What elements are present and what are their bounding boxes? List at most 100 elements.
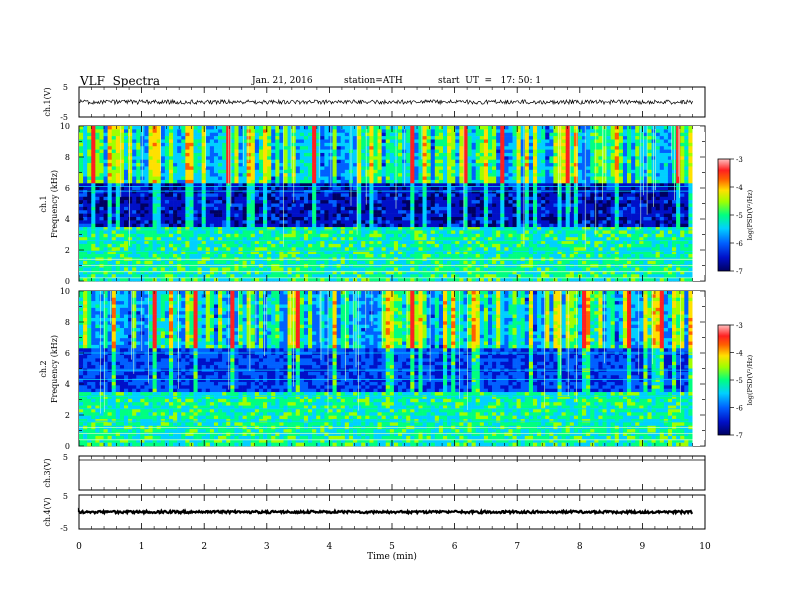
spectrogram-cell xyxy=(181,277,186,282)
spectrogram-cell xyxy=(291,230,297,235)
spectrogram-cell xyxy=(402,179,407,184)
spectrogram-cell xyxy=(258,233,264,238)
spectrogram-cell xyxy=(381,163,387,167)
spectrogram-cell xyxy=(344,227,350,231)
spectrogram-cell xyxy=(504,159,509,164)
spectrogram-cell xyxy=(344,243,350,248)
spectrogram-cell xyxy=(222,146,227,150)
spectrogram-cell xyxy=(95,166,100,171)
spectrogram-cell xyxy=(283,159,288,164)
spectrogram-cell xyxy=(434,129,440,134)
spectrogram-cell xyxy=(373,227,378,231)
spectrogram-cell xyxy=(267,213,272,218)
spectrogram-cell xyxy=(189,206,194,211)
spectrogram-cell xyxy=(148,260,153,265)
spectrogram-cell xyxy=(107,206,113,211)
spectrogram-cell xyxy=(308,220,313,225)
spectrogram-cell xyxy=(201,166,207,171)
spectrogram-cell xyxy=(504,250,509,255)
spectrogram-cell xyxy=(512,156,517,160)
spectrogram-cell xyxy=(115,139,121,144)
spectrogram-cell xyxy=(324,247,329,251)
spectrogram-cell xyxy=(226,146,231,150)
spectrogram-cell xyxy=(230,132,235,137)
spectrogram-cell xyxy=(365,237,370,241)
spectrogram-cell xyxy=(189,270,194,275)
spectrogram-cell xyxy=(320,243,325,248)
spectrogram-cell xyxy=(99,166,104,171)
spectrogram-cell xyxy=(467,250,472,255)
spectrogram-cell xyxy=(267,270,272,275)
spectrogram-cell xyxy=(455,159,460,164)
spectrogram-cell xyxy=(95,233,100,238)
spectrogram-cell xyxy=(463,220,468,225)
spectrogram-cell xyxy=(213,166,219,171)
spectrogram-cell xyxy=(95,277,100,282)
spectrogram-cell xyxy=(410,163,415,167)
spectrogram-cell xyxy=(324,270,329,275)
spectrogram-cell xyxy=(344,213,350,218)
spectrogram-cell xyxy=(234,203,239,208)
spectrogram-cell xyxy=(471,193,477,198)
spectrogram-cell xyxy=(410,274,415,278)
spectrogram-cell xyxy=(361,179,366,184)
spectrogram-cell xyxy=(218,196,223,201)
spectrogram-cell xyxy=(455,274,460,278)
spectrogram-cell xyxy=(426,227,432,231)
spectrogram-cell xyxy=(181,227,186,231)
spectrogram-cell xyxy=(267,220,272,225)
spectrogram-cell xyxy=(385,159,391,164)
spectrogram-cell xyxy=(83,196,88,201)
spectrogram-cell xyxy=(193,210,198,214)
spectrogram-cell xyxy=(369,216,374,221)
spectrogram-cell xyxy=(254,132,260,137)
spectrogram-cell xyxy=(483,136,489,140)
spectrogram-cell xyxy=(230,156,235,160)
spectrogram-cell xyxy=(455,267,460,272)
spectrogram-cell xyxy=(389,166,395,171)
spectrogram-cell xyxy=(242,132,247,137)
spectrogram-cell xyxy=(193,267,198,272)
spectrogram-cell xyxy=(340,176,346,181)
spectrogram-cell xyxy=(173,210,178,214)
spectrogram-cell xyxy=(99,210,104,214)
spectrogram-cell xyxy=(389,156,395,160)
spectrogram-cell xyxy=(443,186,448,191)
spectrogram-cell xyxy=(406,193,411,198)
spectrogram-cell xyxy=(193,159,198,164)
spectrogram-cell xyxy=(455,230,460,235)
spectrogram-cell xyxy=(353,186,358,191)
spectrogram-cell xyxy=(520,169,526,174)
spectrogram-cell xyxy=(234,156,239,160)
spectrogram-cell xyxy=(181,267,186,272)
spectrogram-cell xyxy=(475,274,481,278)
spectrogram-cell xyxy=(512,227,517,231)
spectrogram-cell xyxy=(254,159,260,164)
spectrogram-cell xyxy=(234,274,239,278)
spectrogram-cell xyxy=(173,190,178,194)
spectrogram-cell xyxy=(144,142,149,147)
spectrogram-cell xyxy=(213,136,219,140)
spectrogram-cell xyxy=(95,203,100,208)
spectrogram-cell xyxy=(164,240,170,245)
spectrogram-cell xyxy=(160,176,166,181)
spectrogram-cell xyxy=(218,179,223,184)
spectrogram-cell xyxy=(91,233,96,238)
spectrogram-cell xyxy=(320,193,325,198)
spectrogram-cell xyxy=(119,136,125,140)
spectrogram-cell xyxy=(365,264,370,268)
spectrogram-cell xyxy=(152,183,158,187)
spectrogram-cell xyxy=(426,230,432,235)
spectrogram-cell xyxy=(156,156,162,160)
spectrogram-cell xyxy=(438,126,444,130)
spectrogram-cell xyxy=(197,146,202,150)
spectrogram-cell xyxy=(83,139,88,144)
spectrogram-cell xyxy=(336,240,342,245)
spectrogram-cell xyxy=(320,142,325,147)
spectrogram-cell xyxy=(381,233,387,238)
spectrogram-cell xyxy=(496,196,501,201)
spectrogram-cell xyxy=(332,274,337,278)
spectrogram-cell xyxy=(467,240,472,245)
spectrogram-cell xyxy=(193,166,198,171)
spectrogram-cell xyxy=(160,186,166,191)
